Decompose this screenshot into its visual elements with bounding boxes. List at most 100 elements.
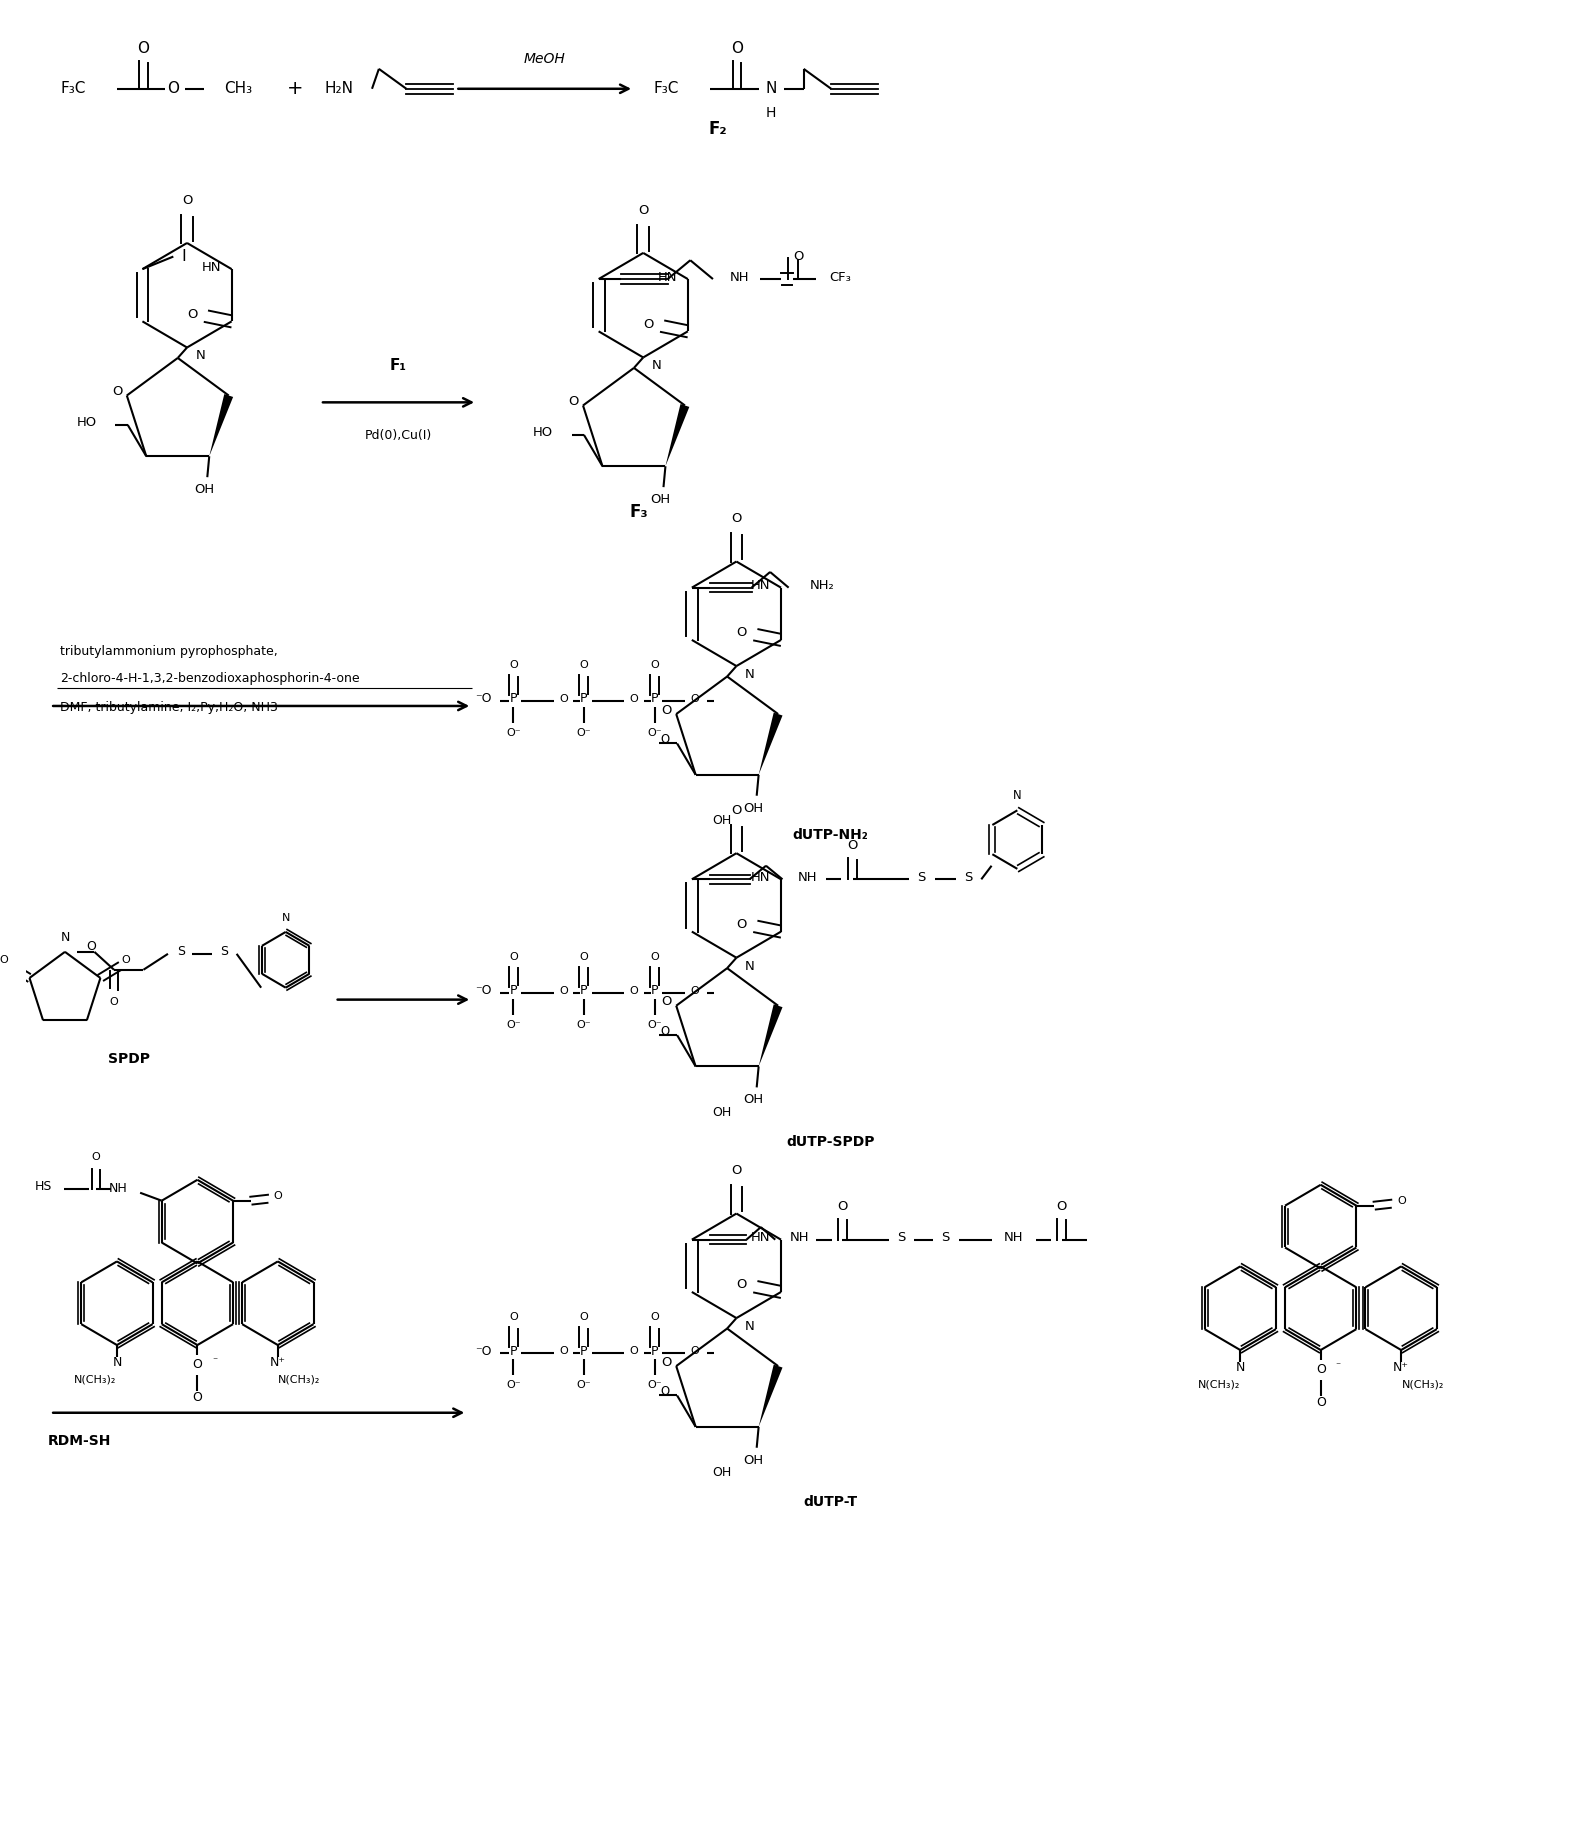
Text: P: P: [509, 692, 517, 705]
Text: N: N: [744, 960, 754, 973]
Text: O: O: [568, 395, 579, 407]
Text: O⁻: O⁻: [506, 1380, 520, 1389]
Text: O: O: [167, 81, 178, 95]
Text: O: O: [643, 317, 654, 330]
Text: S: S: [177, 945, 185, 958]
Text: NH: NH: [790, 1231, 809, 1244]
Text: O: O: [661, 1385, 669, 1398]
Text: O⁻: O⁻: [506, 1020, 520, 1029]
Text: O: O: [87, 940, 96, 954]
Text: O⁻: O⁻: [647, 728, 662, 738]
Text: O: O: [732, 1163, 741, 1178]
Text: O: O: [629, 1347, 639, 1356]
Text: O: O: [732, 42, 743, 57]
Text: N: N: [651, 360, 661, 373]
Text: O: O: [112, 385, 121, 398]
Text: O: O: [661, 703, 672, 717]
Text: HN: HN: [751, 1231, 771, 1244]
Text: O⁻: O⁻: [577, 1020, 591, 1029]
Text: P: P: [651, 692, 658, 705]
Text: ⁻O: ⁻O: [476, 692, 492, 705]
Text: O: O: [650, 661, 659, 670]
Text: O⁻: O⁻: [647, 1380, 662, 1389]
Text: P: P: [651, 1345, 658, 1358]
Text: O: O: [192, 1391, 202, 1404]
Text: OH: OH: [650, 494, 670, 506]
Text: dUTP-SPDP: dUTP-SPDP: [785, 1136, 874, 1149]
Text: O: O: [509, 661, 517, 670]
Text: O: O: [629, 694, 639, 705]
Text: N: N: [744, 1319, 754, 1332]
Text: HN: HN: [751, 872, 771, 884]
Text: O: O: [793, 250, 803, 262]
Polygon shape: [759, 1004, 782, 1066]
Text: P: P: [580, 984, 588, 996]
Text: OH: OH: [713, 1466, 732, 1479]
Text: O: O: [650, 1312, 659, 1323]
Text: N⁺: N⁺: [270, 1356, 285, 1369]
Text: OH: OH: [744, 1453, 763, 1466]
Text: N(CH₃)₂: N(CH₃)₂: [1197, 1380, 1240, 1389]
Text: O: O: [137, 42, 150, 57]
Text: F₃C: F₃C: [60, 81, 85, 95]
Text: HN: HN: [658, 270, 678, 284]
Text: O: O: [580, 952, 588, 962]
Text: +: +: [287, 79, 304, 99]
Text: NH: NH: [1005, 1231, 1023, 1244]
Text: HO: HO: [533, 426, 554, 439]
Text: O: O: [121, 954, 131, 965]
Text: N(CH₃)₂: N(CH₃)₂: [1402, 1380, 1445, 1389]
Text: O: O: [661, 995, 672, 1007]
Text: ⁻: ⁻: [1336, 1362, 1340, 1371]
Text: H₂N: H₂N: [325, 81, 353, 95]
Text: O: O: [847, 839, 858, 853]
Polygon shape: [665, 404, 689, 466]
Text: O: O: [558, 694, 568, 705]
Text: N⁺: N⁺: [1392, 1362, 1410, 1374]
Text: RDM-SH: RDM-SH: [47, 1433, 112, 1448]
Text: ⁻O: ⁻O: [476, 984, 492, 996]
Text: O: O: [736, 1279, 747, 1292]
Text: H: H: [766, 106, 776, 119]
Text: DMF, tributylamine, I₂,Py,H₂O, NH3: DMF, tributylamine, I₂,Py,H₂O, NH3: [60, 701, 278, 714]
Text: HN: HN: [751, 580, 771, 593]
Text: O: O: [639, 204, 648, 217]
Text: O: O: [1315, 1363, 1326, 1376]
Text: O: O: [691, 985, 699, 996]
Text: N: N: [1235, 1362, 1244, 1374]
Text: tributylammonium pyrophosphate,: tributylammonium pyrophosphate,: [60, 644, 278, 657]
Polygon shape: [759, 1365, 782, 1428]
Text: OH: OH: [713, 1107, 732, 1119]
Text: O: O: [580, 1312, 588, 1323]
Text: O: O: [661, 1356, 672, 1369]
Text: O: O: [509, 952, 517, 962]
Text: OH: OH: [713, 815, 732, 828]
Text: F₃: F₃: [629, 503, 648, 521]
Text: O: O: [732, 804, 741, 817]
Text: O⁻: O⁻: [647, 1020, 662, 1029]
Text: O: O: [580, 661, 588, 670]
Text: N(CH₃)₂: N(CH₃)₂: [278, 1374, 320, 1385]
Text: NH: NH: [730, 270, 749, 284]
Text: O: O: [691, 694, 699, 705]
Text: O: O: [110, 996, 118, 1007]
Text: Pd(0),Cu(I): Pd(0),Cu(I): [364, 429, 432, 442]
Text: dUTP-NH₂: dUTP-NH₂: [792, 828, 867, 842]
Text: O: O: [1315, 1396, 1326, 1409]
Text: dUTP-T: dUTP-T: [803, 1496, 858, 1510]
Text: OH: OH: [744, 802, 763, 815]
Text: NH: NH: [798, 872, 817, 884]
Text: O: O: [274, 1191, 282, 1200]
Text: O: O: [691, 1347, 699, 1356]
Text: O: O: [0, 954, 8, 965]
Text: F₁: F₁: [390, 358, 407, 373]
Text: O: O: [181, 195, 192, 207]
Text: O⁻: O⁻: [577, 728, 591, 738]
Text: O: O: [736, 626, 747, 639]
Text: O: O: [650, 952, 659, 962]
Text: MeOH: MeOH: [524, 51, 566, 66]
Text: N: N: [196, 349, 205, 361]
Text: N: N: [744, 668, 754, 681]
Text: ⁻O: ⁻O: [476, 1345, 492, 1358]
Text: O: O: [736, 918, 747, 930]
